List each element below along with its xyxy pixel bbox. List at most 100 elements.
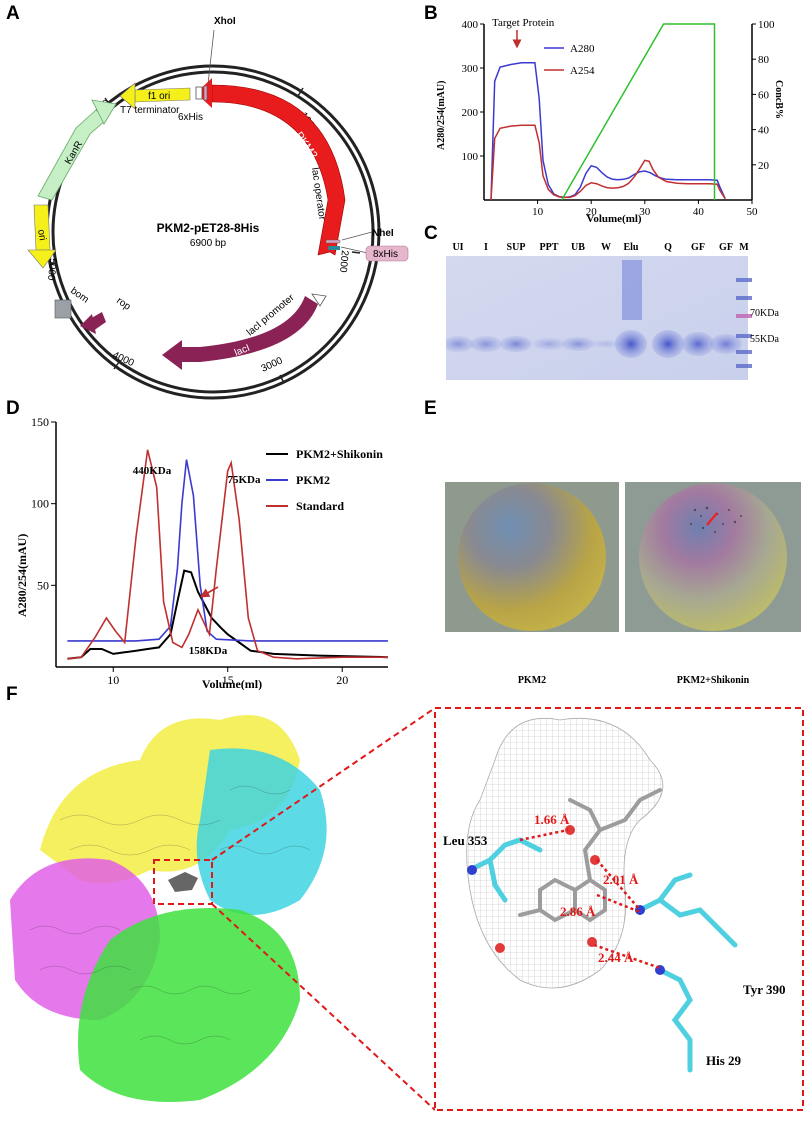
f1-ori-arrowhead <box>119 82 136 110</box>
gel-figure: UI I SUP PPT UB W Elu Q GF GF M 70KDa 55KDa <box>446 242 779 380</box>
gel-band <box>652 330 684 358</box>
chart-b-x-tick-label: 50 <box>747 206 759 218</box>
chart-b-x-tick-label: 30 <box>639 206 651 218</box>
gel-lane-label: UI <box>452 242 463 253</box>
t7-terminator-box <box>195 86 203 100</box>
gel-lane-label: M <box>739 242 749 253</box>
residue-label-leu353: Leu 353 <box>443 833 488 848</box>
crystal-label-pkm2-shikonin: PKM2+Shikonin <box>677 675 750 686</box>
his8-label: 8xHis <box>373 249 398 260</box>
panel-letter-e: E <box>424 398 437 419</box>
gel-marker-band <box>736 334 752 338</box>
gel-lane-label: GF <box>719 242 733 253</box>
his6-label: 6xHis <box>178 112 203 123</box>
gel-lane-label: I <box>484 242 488 253</box>
chart-d-y-tick-label: 50 <box>37 578 49 592</box>
hbond-lines <box>519 828 661 970</box>
gel-lane-label: Q <box>664 242 672 253</box>
chart-d-legend-label: Standard <box>296 499 344 513</box>
protein-structure: 1.66 Å 2.01 Å 2.86 Å 2.44 Å Leu 353 Tyr … <box>10 707 804 1111</box>
gel-band <box>500 336 532 352</box>
plasmid-map: 1000 2000 3000 4000 5000 6000 PKM2 f1 or… <box>27 16 409 400</box>
laci-promoter-mark <box>311 293 327 307</box>
gel-marker-band <box>736 364 752 368</box>
residue-sticks <box>467 837 738 1073</box>
chart-d-y-tick-label: 150 <box>31 415 49 429</box>
chart-d-y-tick-label: 100 <box>31 497 49 511</box>
chart-b-yr-tick-label: 40 <box>758 125 770 137</box>
gel-lane-label: GF <box>691 242 705 253</box>
chart-d-series-pkm2-shikonin <box>67 569 389 660</box>
gel-lane-label: PPT <box>540 242 559 253</box>
chart-d-legend-label: PKM2+Shikonin <box>296 447 383 461</box>
laci-arrowhead <box>162 340 182 370</box>
gel-band <box>615 330 647 358</box>
tick-label-2000: 2000 <box>337 250 350 274</box>
ori-arrowhead <box>27 249 57 269</box>
chart-d-xlabel: Volume(ml) <box>202 677 262 690</box>
crystal-label-pkm2: PKM2 <box>518 675 546 686</box>
distance-label-1: 1.66 Å <box>534 812 570 827</box>
crystal-arrow <box>706 512 718 526</box>
rop-label: rop <box>114 295 133 313</box>
gel-lane-label: Elu <box>623 242 638 253</box>
chart-b-yr-tick-label: 60 <box>758 89 770 101</box>
chart-b-yr-tick-label: 80 <box>758 54 770 66</box>
chart-b-x-tick-label: 10 <box>532 206 544 218</box>
legend-a254: A254 <box>570 65 595 77</box>
chart-b-series-a254 <box>490 124 726 201</box>
chart-d-x-tick-label: 15 <box>222 673 234 687</box>
legend-a280: A280 <box>570 43 595 55</box>
chart-d: 10 15 20 50 100 150 440KDa 75KDa 158KDa A280/… <box>15 415 389 690</box>
residue-label-tyr390: Tyr 390 <box>743 982 786 997</box>
xhoi-label: XhoI <box>214 16 236 27</box>
rop-arrowhead <box>80 314 96 334</box>
chart-b-series-a280 <box>490 61 726 201</box>
chart-d-x-tick-label: 10 <box>107 673 119 687</box>
gel-band <box>682 332 714 356</box>
crystal-drop-pkm2 <box>458 483 606 631</box>
distance-label-3: 2.86 Å <box>560 904 596 919</box>
panel-letter-c: C <box>424 223 438 244</box>
zoom-line-bottom <box>211 903 436 1111</box>
ori-feature <box>33 204 51 251</box>
chart-d-series-standard <box>67 449 388 660</box>
marker-55kda: 55KDa <box>750 334 779 345</box>
peak-label-440kda: 440KDa <box>133 465 172 477</box>
distance-label-4: 2.44 Å <box>598 950 634 965</box>
panel-letter-a: A <box>6 3 20 24</box>
lac-operator-box <box>325 239 341 244</box>
gel-band <box>470 336 502 352</box>
chart-b-yl-tick-label: 400 <box>462 19 479 31</box>
chart-b-x-tick-label: 40 <box>693 206 705 218</box>
ligand-in-structure <box>168 872 198 892</box>
gel-lane-label: W <box>601 242 611 253</box>
chart-d-series-pkm2 <box>67 459 388 642</box>
ori-label: ori <box>35 229 48 242</box>
residue-label-his29: His 29 <box>706 1053 742 1068</box>
plasmid-size: 6900 bp <box>190 238 227 249</box>
plasmid-inner-ring <box>51 70 375 394</box>
his6-box <box>203 85 208 101</box>
kanr-arrowhead <box>91 99 117 125</box>
distance-label-2: 2.01 Å <box>603 872 639 887</box>
laci-feature <box>180 296 318 362</box>
chain-cyan <box>196 748 327 915</box>
chart-b: 10 20 30 40 50 100 200 300 400 20 40 60 80 100 Target… <box>436 17 784 225</box>
tick-label-5000: 5000 <box>45 258 58 282</box>
chart-b-yl-tick-label: 100 <box>462 151 479 163</box>
chart-b-ylabel-left: A280/254(mAU) <box>436 81 447 150</box>
chart-b-yl-tick-label: 200 <box>462 107 479 119</box>
zoom-line-top <box>211 707 436 861</box>
gel-marker-band <box>736 296 752 300</box>
chart-d-ylabel: A280/254(mAU) <box>15 534 29 617</box>
chart-b-yl-tick-label: 300 <box>462 63 479 75</box>
gel-band <box>590 340 622 348</box>
gel-marker-band <box>736 350 752 354</box>
gel-marker-band <box>736 314 752 318</box>
his8-box <box>328 246 340 250</box>
gel-band <box>446 336 474 352</box>
chart-d-legend-label: PKM2 <box>296 473 330 487</box>
t7-terminator-label: T7 terminator <box>120 105 180 116</box>
gel-image <box>446 256 748 380</box>
